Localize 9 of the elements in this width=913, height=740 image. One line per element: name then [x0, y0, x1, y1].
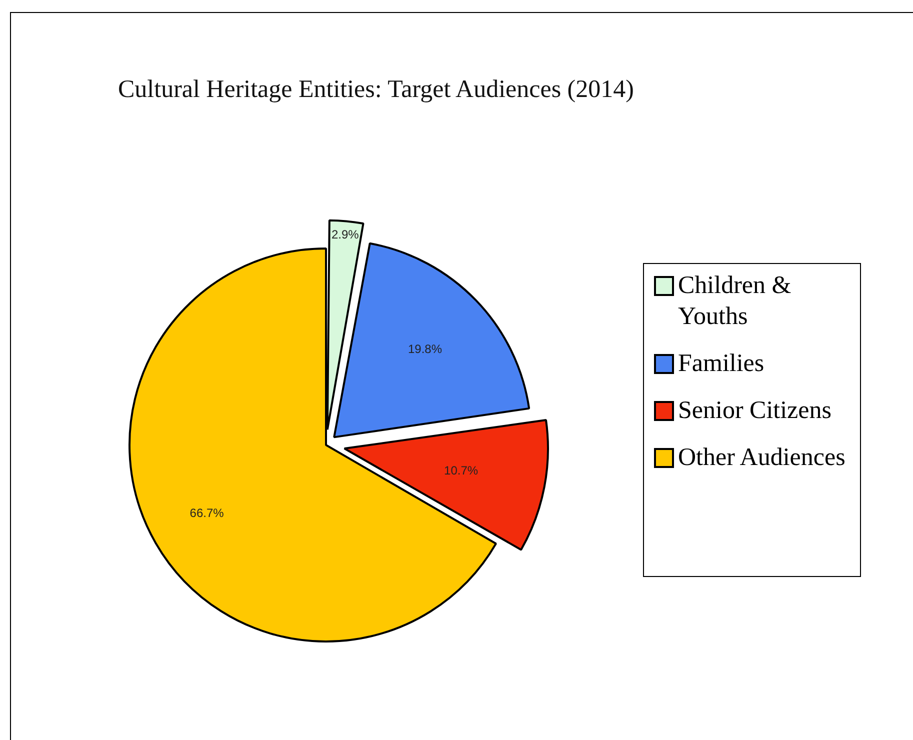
- chart-title: Cultural Heritage Entities: Target Audiences (2014): [118, 76, 634, 104]
- legend-label: Other Audiences: [678, 443, 846, 473]
- data-label: 66.7%: [190, 506, 224, 520]
- data-label: 19.8%: [408, 342, 442, 356]
- legend-label: Families: [678, 349, 764, 379]
- data-label: 2.9%: [331, 228, 360, 242]
- legend-label: Children & Youths: [678, 271, 792, 332]
- legend-label: Senior Citizens: [678, 396, 832, 426]
- data-label: 10.7%: [444, 463, 478, 478]
